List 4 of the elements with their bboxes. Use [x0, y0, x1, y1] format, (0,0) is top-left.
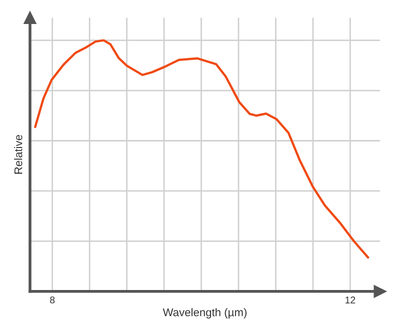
- x-axis-title: Wavelength (µm): [162, 308, 247, 318]
- x-tick-label: 8: [50, 296, 55, 304]
- x-tick-label: 12: [346, 296, 356, 304]
- y-axis-title: Relative: [14, 134, 22, 174]
